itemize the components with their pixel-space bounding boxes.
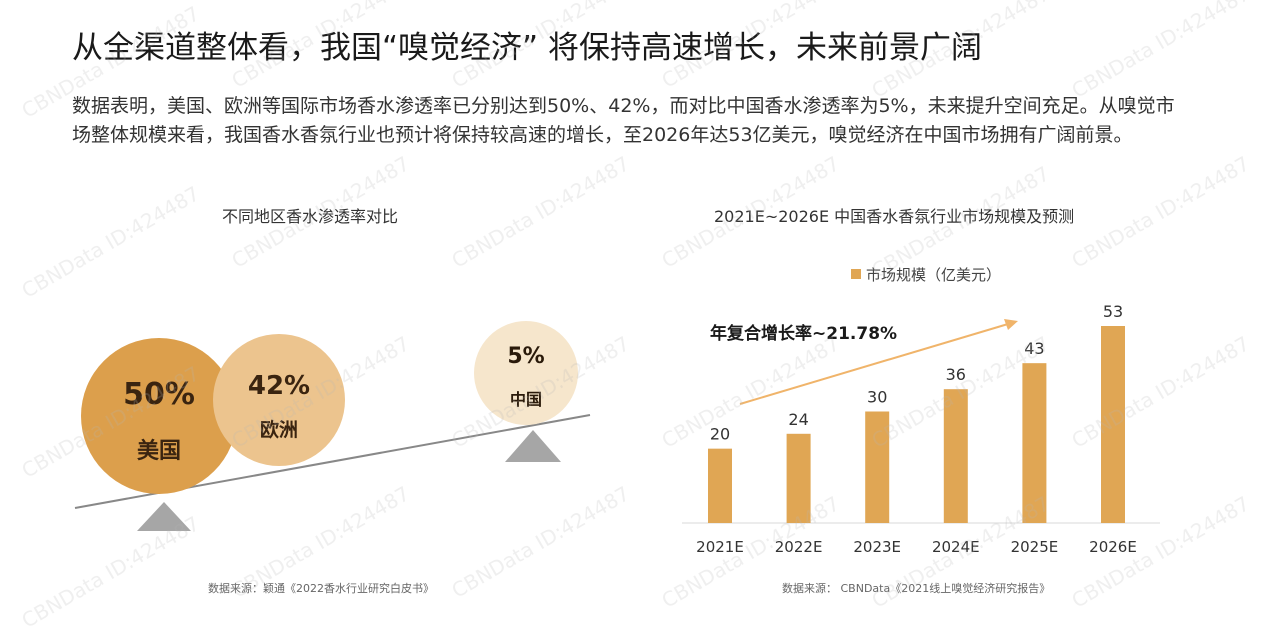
bubble-value-label: 50% [123,377,195,412]
bar-value-label: 20 [710,425,730,444]
growth-arrow-head [1004,319,1018,330]
right-source-note: 数据来源： CBNData《2021线上嗅觉经济研究报告》 [782,582,1051,595]
bubble-category-label: 中国 [510,390,542,409]
bar-value-label: 30 [867,387,887,406]
left-source-note: 数据来源：颖通《2022香水行业研究白皮书》 [208,582,434,595]
bar [1022,363,1047,523]
bubble-category-label: 美国 [137,438,181,464]
bubble-chart-title: 不同地区香水渗透率对比 [222,207,399,226]
bubble-2 [474,321,578,425]
bar [1101,326,1125,523]
bubble-category-label: 欧洲 [260,418,298,441]
growth-arrow-line [739,323,1009,405]
growth-rate-label: 年复合增长率~21.78% [710,323,897,344]
bubble-1 [213,334,345,466]
x-tick-label: 2026E [1089,538,1137,556]
x-tick-label: 2023E [853,538,901,556]
x-tick-label: 2025E [1011,538,1059,556]
bar [865,411,890,523]
bar-value-label: 24 [788,410,808,429]
page-title: 从全渠道整体看，我国“嗅觉经济” 将保持高速增长，未来前景广阔 [72,30,982,66]
bar-value-label: 53 [1103,302,1123,321]
seesaw-pivot-left [137,502,191,531]
bar-value-label: 43 [1024,339,1044,358]
seesaw-pivot-right [505,430,561,462]
bar [943,389,968,523]
legend-swatch [851,269,861,279]
bubble-value-label: 5% [507,344,544,369]
bar [708,448,732,523]
x-tick-label: 2022E [775,538,823,556]
x-tick-label: 2021E [696,538,744,556]
x-tick-label: 2024E [932,538,980,556]
bar [786,433,811,523]
intro-paragraph: 数据表明，美国、欧洲等国际市场香水渗透率已分别达到50%、42%，而对比中国香水… [72,95,1175,146]
legend-label: 市场规模（亿美元） [866,266,1001,284]
bubble-0 [81,338,237,494]
bar-value-label: 36 [946,365,966,384]
bar-chart-title: 2021E~2026E 中国香水香氛行业市场规模及预测 [714,207,1075,226]
chart-canvas: 50% 美国 42% 欧洲 5% 中国 市场规模（亿美元） 年复合增长率~21.78% 20 20… [74,266,1160,556]
bubble-value-label: 42% [248,371,310,401]
